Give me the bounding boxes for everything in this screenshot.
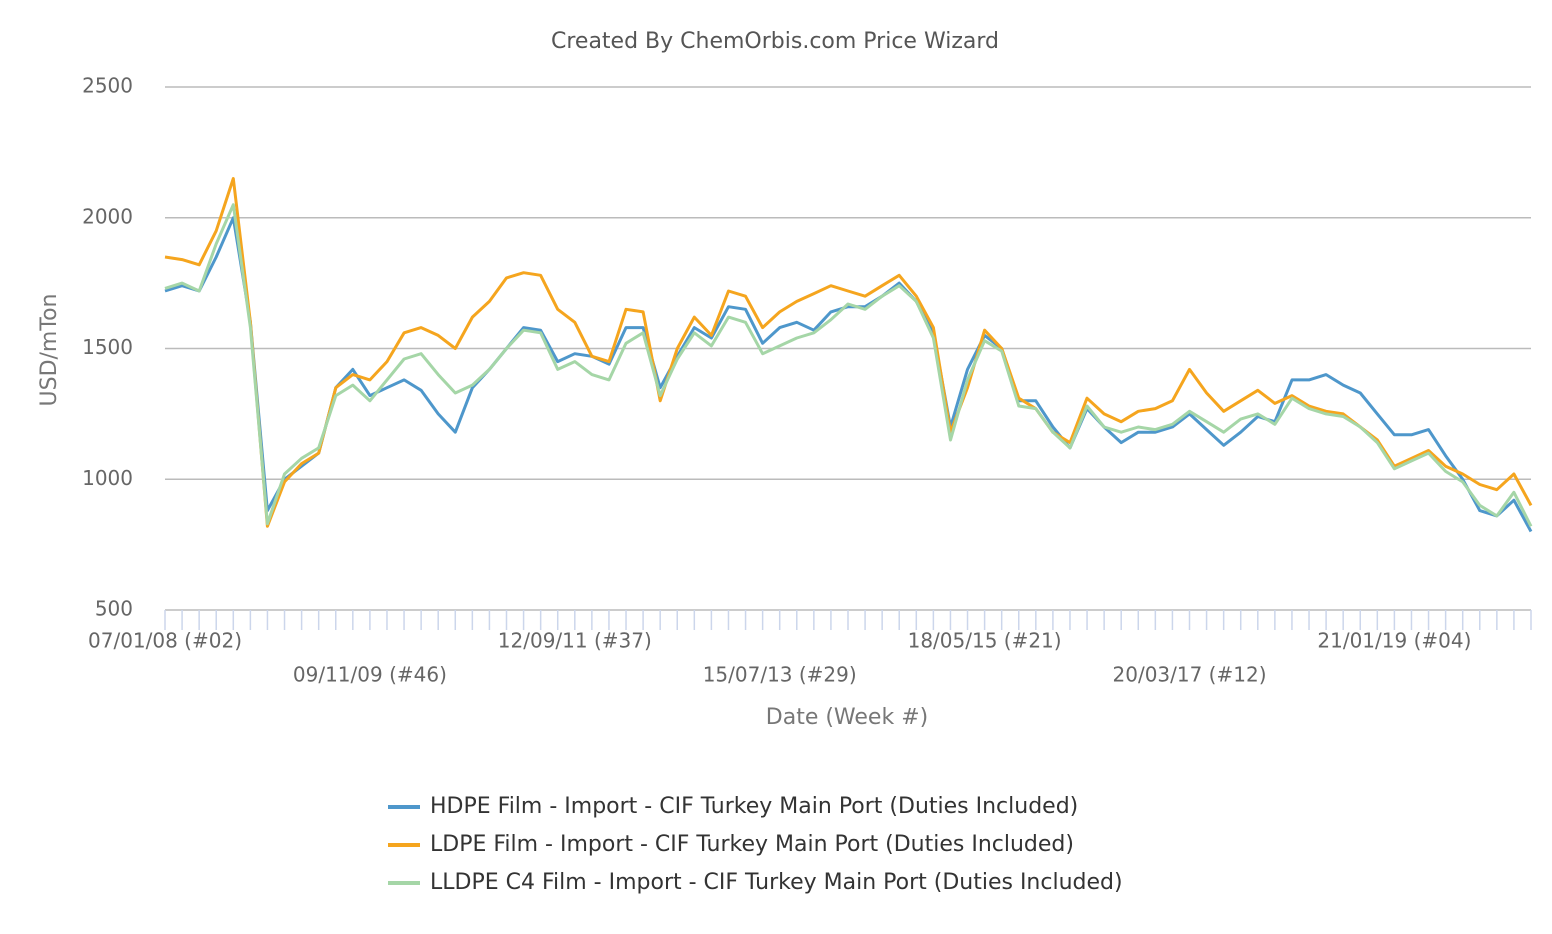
- legend-label: LLDPE C4 Film - Import - CIF Turkey Main…: [430, 870, 1123, 895]
- x-tick-label: 21/01/19 (#04): [1317, 629, 1471, 653]
- x-axis-label: Date (Week #): [766, 705, 928, 730]
- y-tick-label: 500: [95, 597, 133, 621]
- series-line: [164, 203, 1533, 527]
- x-tick-label: 15/07/13 (#29): [703, 663, 857, 687]
- y-tick-label: 2000: [82, 204, 133, 228]
- x-tick-label: 09/11/09 (#46): [293, 663, 447, 687]
- y-tick-label: 2500: [82, 74, 133, 98]
- x-tick-label: 12/09/11 (#37): [498, 629, 652, 653]
- x-tick-label: 20/03/17 (#12): [1113, 663, 1267, 687]
- y-tick-label: 1500: [82, 335, 133, 359]
- chart-title: Created By ChemOrbis.com Price Wizard: [551, 29, 999, 54]
- y-tick-label: 1000: [82, 466, 133, 490]
- x-tick-label: 18/05/15 (#21): [908, 629, 1062, 653]
- y-axis-label: USD/mTon: [37, 294, 62, 407]
- series-line: [164, 177, 1533, 528]
- x-tick-label: 07/01/08 (#02): [88, 629, 242, 653]
- legend-label: LDPE Film - Import - CIF Turkey Main Por…: [430, 832, 1074, 857]
- legend-label: HDPE Film - Import - CIF Turkey Main Por…: [430, 794, 1078, 819]
- series-line: [164, 216, 1533, 533]
